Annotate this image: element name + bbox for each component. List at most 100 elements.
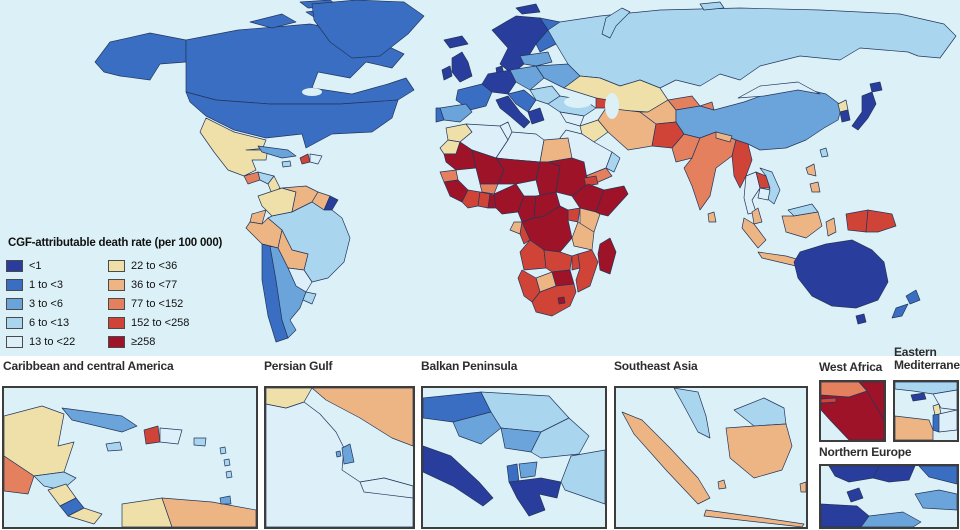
region-colombia [121, 497, 173, 527]
inset-panel-northern-europe [819, 464, 959, 529]
inset-label-northern-europe: Northern Europe [819, 445, 912, 459]
inset-panel-eastern-mediterranean [893, 380, 959, 442]
region-scandinavia [491, 15, 549, 75]
region-oman [605, 151, 621, 173]
region-philippines [809, 181, 821, 193]
region-puerto-rico [193, 437, 207, 447]
legend-swatch [6, 316, 23, 329]
region-malay-peninsula [673, 388, 711, 439]
region-sulawesi [825, 217, 837, 237]
legend-swatch [6, 297, 23, 310]
region-japan [851, 91, 877, 131]
legend-swatch [108, 335, 125, 348]
region-tasmania [855, 313, 867, 325]
region-italy [495, 95, 531, 129]
region-portugal [435, 107, 445, 123]
legend-swatch [108, 259, 125, 272]
region-poland [860, 511, 922, 527]
region-sudan [547, 157, 589, 197]
legend-swatch [6, 259, 23, 272]
region-greenland [311, 0, 425, 59]
inset-label-balkan: Balkan Peninsula [421, 359, 518, 373]
region-svalbard [515, 3, 541, 15]
region-bulgaria [530, 417, 590, 459]
region-uruguay [302, 291, 317, 305]
region-lesser-antilles [219, 446, 227, 455]
region-small-island [799, 481, 806, 493]
region-greece [527, 107, 545, 125]
region-uk [451, 51, 473, 83]
region-turkey [560, 449, 605, 505]
region-argentina [269, 245, 307, 339]
region-senegal [821, 382, 868, 398]
region-greece [508, 477, 562, 517]
region-jamaica [105, 441, 123, 452]
region-iceland [443, 35, 469, 49]
region-mozambique [575, 249, 599, 293]
region-sumatra [741, 217, 767, 249]
legend-label: 13 to <22 [29, 335, 76, 348]
region-albania [506, 463, 520, 483]
region-sweden [872, 466, 916, 483]
inset-label-west-africa: West Africa [819, 360, 883, 374]
region-lesser-antilles [225, 470, 233, 479]
region-baltics [519, 51, 553, 67]
region-jamaica [281, 160, 292, 168]
inset-map-southeast-asia [616, 388, 806, 527]
region-uganda [567, 207, 581, 223]
caspian-sea [605, 93, 619, 119]
inset-label-eastern-mediterranean: Eastern Mediterranean [894, 345, 960, 373]
black-sea [564, 96, 592, 108]
region-sumatra [621, 411, 711, 505]
inset-map-west-africa [821, 382, 884, 440]
region-jordan [938, 409, 957, 433]
region-new-zealand [891, 303, 909, 319]
inset-label-persian-gulf: Persian Gulf [264, 359, 333, 373]
region-cuba [257, 145, 297, 159]
region-tanzania [571, 221, 595, 251]
region-sri-lanka [707, 211, 717, 223]
legend-label: 77 to <152 [131, 297, 184, 310]
region-mali [858, 382, 884, 421]
legend-label: 3 to <6 [29, 297, 63, 310]
region-trinidad [219, 495, 232, 505]
region-usa [185, 91, 399, 149]
great-lakes [302, 88, 322, 96]
region-taiwan [819, 147, 829, 158]
region-philippines [805, 163, 817, 177]
region-south-korea [839, 109, 851, 123]
region-eritrea [583, 175, 599, 187]
region-mexico [199, 117, 269, 177]
region-south-africa [531, 283, 577, 317]
region-kalimantan [781, 211, 823, 239]
region-myanmar [731, 139, 753, 189]
legend-label: 1 to <3 [29, 278, 63, 291]
region-egypt [895, 415, 934, 440]
region-madagascar [597, 237, 617, 275]
region-australia [793, 239, 889, 309]
region-poland [509, 65, 545, 91]
region-small-island [717, 479, 727, 490]
region-india [683, 131, 737, 211]
region-mongolia [737, 81, 821, 99]
region-kalimantan [725, 423, 793, 479]
inset-panel-southeast-asia [614, 386, 808, 529]
inset-map-persian-gulf [266, 388, 413, 527]
region-uae [359, 477, 413, 499]
region-denmark [846, 487, 864, 503]
map-legend: CGF-attributable death rate (per 100 000… [6, 237, 242, 351]
region-italy [423, 445, 494, 507]
region-new-zealand [905, 289, 921, 305]
region-iraq-kuwait [266, 388, 313, 409]
region-cuba [61, 407, 138, 433]
region-papua-new-guinea [865, 209, 897, 233]
region-malaysia-borneo [733, 397, 787, 427]
region-lesser-antilles [223, 458, 231, 467]
legend-label: 36 to <77 [131, 278, 178, 291]
region-arctic-islands [249, 13, 297, 29]
inset-map-northern-europe [821, 466, 957, 527]
legend-label: <1 [29, 259, 42, 272]
legend-label: ≥258 [131, 335, 156, 348]
region-iran [311, 388, 413, 447]
region-malaysia [751, 207, 763, 225]
